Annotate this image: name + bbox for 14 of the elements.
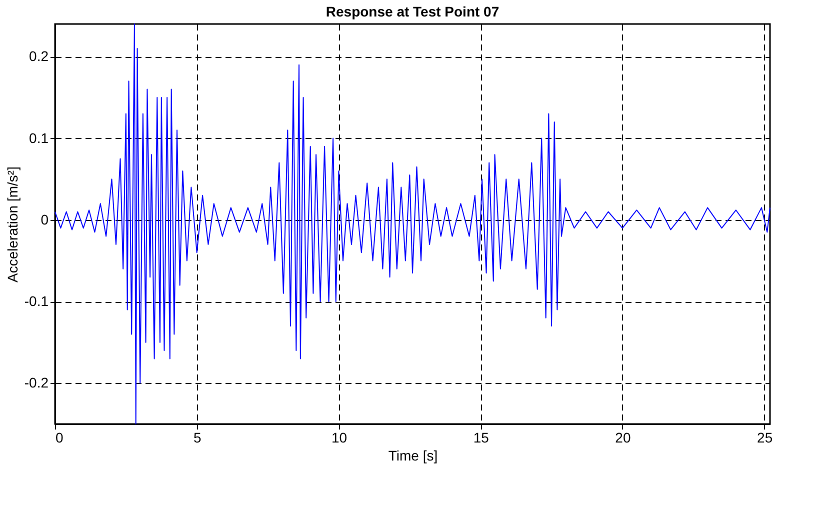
y-tick-label: -0.1 (24, 293, 49, 310)
y-tick-label: 0.1 (29, 130, 49, 146)
x-tick-label: 10 (331, 430, 348, 446)
x-axis-title: Time [s] (388, 448, 438, 464)
x-tick-label: 0 (56, 430, 64, 446)
y-axis-title: Acceleration [m/s²] (4, 166, 20, 282)
chart-title: Response at Test Point 07 (326, 4, 500, 20)
x-tick-label: 25 (757, 430, 773, 446)
x-tick-label: 5 (193, 430, 202, 446)
y-tick-label: 0.2 (29, 48, 49, 64)
x-tick-label: 20 (615, 430, 631, 446)
x-tick-label: 15 (473, 430, 490, 446)
y-tick-label: -0.2 (24, 374, 49, 391)
y-tick-label: 0 (40, 211, 49, 228)
